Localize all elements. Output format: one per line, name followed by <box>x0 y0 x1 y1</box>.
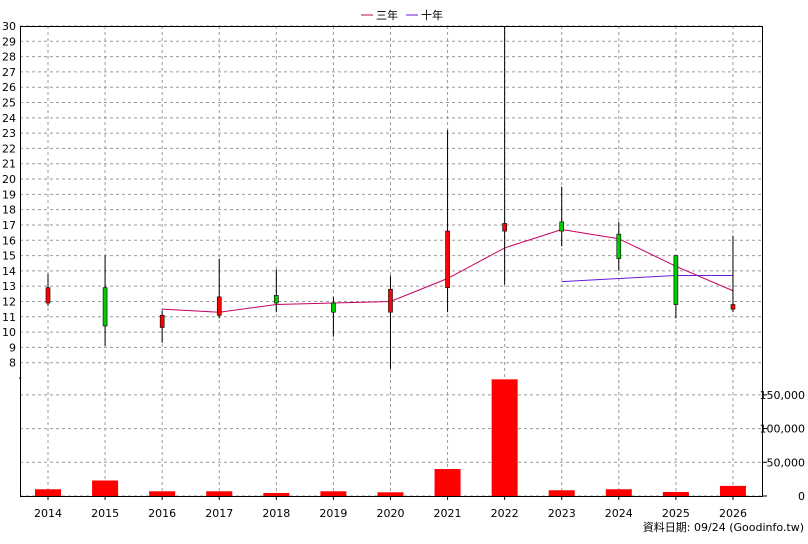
legend-label-10yr: 十年 <box>421 8 443 22</box>
plot-frame <box>20 26 763 497</box>
price-tick-label: 11 <box>2 311 16 324</box>
volume-bars <box>35 379 746 496</box>
price-axis: 8 9 10 11 12 13 14 15 16 17 18 19 20 21 22 23 24 25 26 27 28… <box>2 20 20 379</box>
year-tick-label: 2017 <box>205 507 233 520</box>
price-tick-label: 22 <box>2 142 16 155</box>
volume-tick-label: 50,000 <box>767 456 806 469</box>
candle-body <box>730 304 736 310</box>
price-tick-label: 15 <box>2 250 16 263</box>
volume-bar <box>434 469 461 496</box>
candle-body <box>559 221 565 232</box>
year-tick-label: 2024 <box>605 507 633 520</box>
price-tick-label: 30 <box>2 20 16 33</box>
price-tick-label: 12 <box>2 295 16 308</box>
volume-bar <box>263 492 290 496</box>
year-tick-label: 2025 <box>662 507 690 520</box>
candlesticks <box>45 26 736 369</box>
source-note: 資料日期: 09/24 (Goodinfo.tw) <box>643 520 804 534</box>
candle-body <box>331 302 336 313</box>
price-tick-label: 13 <box>2 280 16 293</box>
candle-body <box>616 233 622 259</box>
volume-bar <box>605 489 632 496</box>
price-tick-label: 16 <box>2 234 16 247</box>
year-tick-label: 2021 <box>434 507 462 520</box>
candle-body <box>445 230 450 289</box>
candle-body <box>159 314 165 328</box>
price-tick-label: 21 <box>2 158 16 171</box>
volume-bar <box>377 492 404 496</box>
volume-bar <box>491 379 518 496</box>
volume-tick-label: 0 <box>798 490 805 503</box>
year-axis: 2014 2015 2016 2017 2018 2019 2020 2021 2022 2023… <box>34 496 747 520</box>
price-tick-label: 26 <box>2 81 16 94</box>
gridlines <box>20 25 762 497</box>
price-tick-label: 17 <box>2 219 16 232</box>
volume-tick-label: 150,000 <box>760 389 806 402</box>
legend-label-3yr: 三年 <box>376 8 398 22</box>
candle-body <box>216 296 222 316</box>
price-tick-label: 18 <box>2 204 16 217</box>
volume-bar <box>719 485 746 496</box>
volume-axis: 0 50,000 100,000 150,000 <box>760 378 806 503</box>
series-line <box>561 274 733 283</box>
candle-body <box>274 295 279 304</box>
price-tick-label: 9 <box>9 341 16 354</box>
volume-bar <box>548 490 575 496</box>
volume-bar <box>149 491 176 496</box>
price-tick-label: 25 <box>2 97 16 110</box>
year-tick-label: 2016 <box>148 507 176 520</box>
price-tick-label: 27 <box>2 66 16 79</box>
price-tick-label: 10 <box>2 326 16 339</box>
candle-body <box>102 287 108 327</box>
year-tick-label: 2018 <box>262 507 290 520</box>
year-tick-label: 2015 <box>91 507 119 520</box>
year-tick-label: 2023 <box>548 507 576 520</box>
price-tick-label: 14 <box>2 265 16 278</box>
volume-bar <box>662 491 689 496</box>
year-tick-label: 2019 <box>319 507 347 520</box>
candle-body <box>45 287 51 304</box>
price-tick-label: 23 <box>2 127 16 140</box>
price-tick-label: 24 <box>2 112 16 125</box>
volume-bar <box>320 491 347 496</box>
price-tick-label: 19 <box>2 188 16 201</box>
price-tick-label: 8 <box>9 357 16 370</box>
volume-tick-label: 100,000 <box>760 423 806 436</box>
candle-body <box>502 223 507 232</box>
year-tick-label: 2026 <box>719 507 747 520</box>
legend: 三年 十年 <box>361 8 443 22</box>
price-tick-label: 28 <box>2 51 16 64</box>
candle-body <box>673 255 679 305</box>
volume-bar <box>92 480 119 496</box>
year-tick-label: 2020 <box>376 507 404 520</box>
volume-bar <box>35 489 61 496</box>
year-tick-label: 2014 <box>34 507 62 520</box>
volume-bar <box>206 491 233 496</box>
price-tick-label: 29 <box>2 35 16 48</box>
price-tick-label: 20 <box>2 173 16 186</box>
candle-body <box>388 288 393 313</box>
year-tick-label: 2022 <box>491 507 519 520</box>
